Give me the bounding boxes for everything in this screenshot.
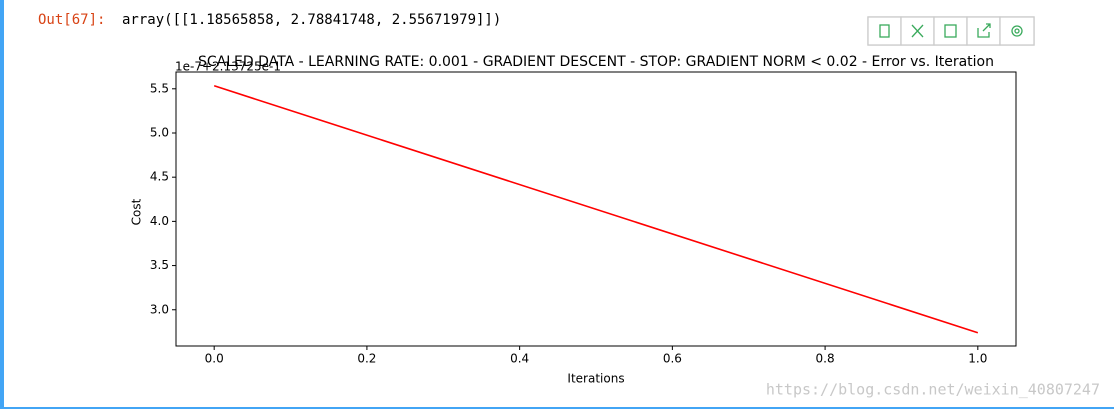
y-axis-label: Cost — [130, 198, 144, 225]
watermark: https://blog.csdn.net/weixin_40807247 — [766, 381, 1100, 399]
output-text: array([[1.18565858, 2.78841748, 2.556719… — [122, 12, 501, 28]
data-line — [213, 85, 979, 334]
x-tick-label: 0.4 — [510, 352, 529, 366]
x-tick-label: 1.0 — [968, 352, 987, 366]
y-offset-label: 1e-7+2.13725e-1 — [175, 60, 281, 74]
toolbar — [867, 16, 1035, 46]
y-tick-label: 4.5 — [150, 170, 169, 184]
toolbar-button[interactable] — [999, 16, 1035, 46]
x-tick-label: 0.8 — [816, 352, 835, 366]
y-tick-label: 3.5 — [150, 258, 169, 272]
toolbar-button[interactable] — [933, 16, 968, 46]
x-tick-label: 0.2 — [357, 352, 376, 366]
x-tick-label: 0.0 — [205, 352, 224, 366]
plot-frame — [175, 71, 1017, 347]
x-tick-label: 0.6 — [663, 352, 682, 366]
output-prompt: Out[67]: — [38, 12, 105, 28]
toolbar-button[interactable] — [867, 16, 902, 46]
y-tick-label: 3.0 — [150, 302, 169, 316]
toolbar-button[interactable] — [900, 16, 935, 46]
cell-selected-bar — [0, 0, 4, 408]
y-tick-label: 5.5 — [150, 81, 169, 95]
y-tick-label: 5.0 — [150, 125, 169, 139]
x-axis-label: Iterations — [567, 372, 624, 386]
toolbar-button[interactable] — [966, 16, 1001, 46]
chart-title: SCALED DATA - LEARNING RATE: 0.001 - GRA… — [198, 54, 994, 70]
y-tick-label: 4.0 — [150, 214, 169, 228]
